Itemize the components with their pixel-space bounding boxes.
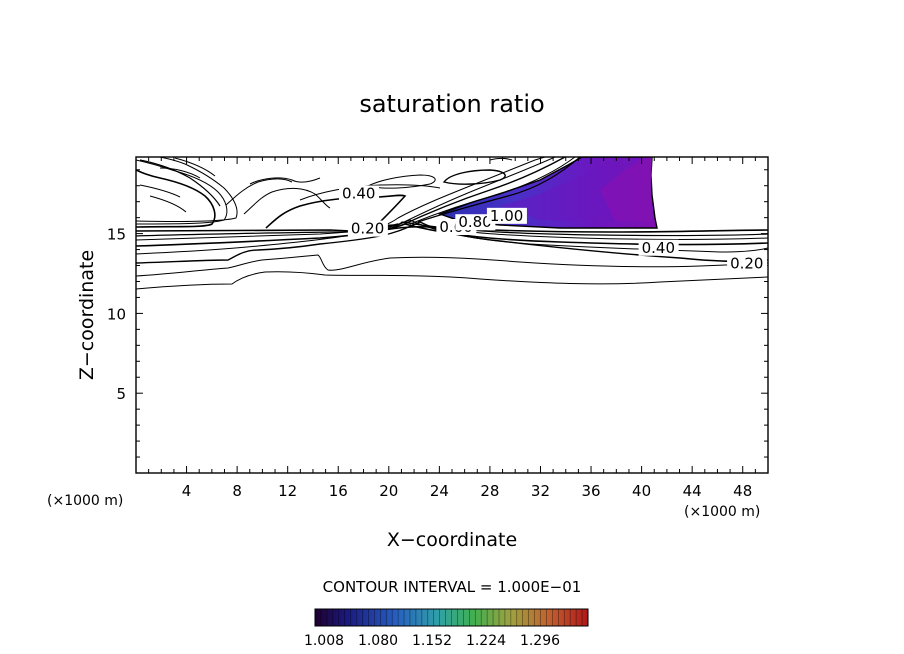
contour-label-bg xyxy=(638,239,679,256)
contour-line xyxy=(399,157,566,227)
contour-label: 0.80 xyxy=(458,213,491,231)
fill-core-band xyxy=(600,157,653,222)
contour-line xyxy=(409,157,576,225)
x-tick-label: 4 xyxy=(182,482,192,500)
x-tick-label: 12 xyxy=(278,482,297,500)
contour-line xyxy=(489,158,513,161)
colorbar-tick-label: 1.152 xyxy=(412,633,452,649)
contour-label-bg xyxy=(455,214,496,231)
y-tick-label: 15 xyxy=(107,226,126,244)
contour-line xyxy=(442,169,506,185)
x-tick-label: 20 xyxy=(379,482,398,500)
colorbar-tick-label: 1.224 xyxy=(466,633,506,649)
contour-line xyxy=(299,184,441,201)
contour-label-bg xyxy=(347,220,388,237)
colorbar-stripes xyxy=(320,609,583,626)
contour-line xyxy=(391,157,556,229)
y-axis: 5 10 15 xyxy=(107,169,768,458)
contour-line xyxy=(139,184,187,213)
x-tick-label: 44 xyxy=(683,482,702,500)
contour-line xyxy=(136,221,768,237)
contour-label-bg xyxy=(727,255,768,272)
contour-line xyxy=(136,225,768,233)
x-unit-right: (×1000 m) xyxy=(684,504,760,520)
contour-line xyxy=(136,219,768,255)
contour-line xyxy=(139,159,221,207)
x-axis-label: X−coordinate xyxy=(387,529,517,551)
contour-line xyxy=(249,177,321,185)
contour-line xyxy=(136,169,216,228)
contour-label: 0.40 xyxy=(642,239,675,257)
contour-label: 0.40 xyxy=(342,184,375,202)
contour-labels: 0.400.200.600.801.000.400.20 xyxy=(339,184,768,273)
contour-label: 1.00 xyxy=(490,207,523,225)
contour-label-bg xyxy=(486,207,527,224)
x-tick-label: 32 xyxy=(531,482,550,500)
y-axis-label: Z−coordinate xyxy=(76,250,98,380)
contour-line xyxy=(159,157,216,179)
x-tick-label: 16 xyxy=(329,482,348,500)
colorbar-labels: 1.008 1.080 1.152 1.224 1.296 xyxy=(304,633,560,649)
x-axis: 4 8 12 16 20 24 28 32 36 40 44 48 xyxy=(148,157,756,500)
x-tick-label: 40 xyxy=(632,482,651,500)
chart-title: saturation ratio xyxy=(359,90,544,118)
contour-line xyxy=(225,178,293,206)
contour-line xyxy=(243,187,331,215)
colorbar-tick-label: 1.008 xyxy=(304,633,344,649)
contour-line xyxy=(136,271,768,290)
contour-line xyxy=(417,157,581,223)
y-tick-label: 10 xyxy=(107,305,126,323)
contour-line xyxy=(136,221,768,264)
x-tick-label: 48 xyxy=(733,482,752,500)
contour-line xyxy=(136,254,768,277)
contour-interval-text: CONTOUR INTERVAL = 1.000E−01 xyxy=(323,578,582,596)
contour-line xyxy=(136,157,238,223)
x-tick-label: 28 xyxy=(480,482,499,500)
x-unit-left: (×1000 m) xyxy=(47,493,123,509)
y-tick-label: 5 xyxy=(116,385,126,403)
colorbar-tick-label: 1.080 xyxy=(358,633,398,649)
contour-line xyxy=(136,159,228,225)
contour-label-bg xyxy=(339,185,380,202)
contour-label: 0.20 xyxy=(351,220,384,238)
contour-line xyxy=(366,174,436,189)
x-tick-label: 36 xyxy=(581,482,600,500)
x-tick-label: 8 xyxy=(232,482,242,500)
x-tick-label: 24 xyxy=(430,482,449,500)
colorbar-tick-label: 1.296 xyxy=(520,633,560,649)
contour-label: 0.20 xyxy=(730,255,763,273)
